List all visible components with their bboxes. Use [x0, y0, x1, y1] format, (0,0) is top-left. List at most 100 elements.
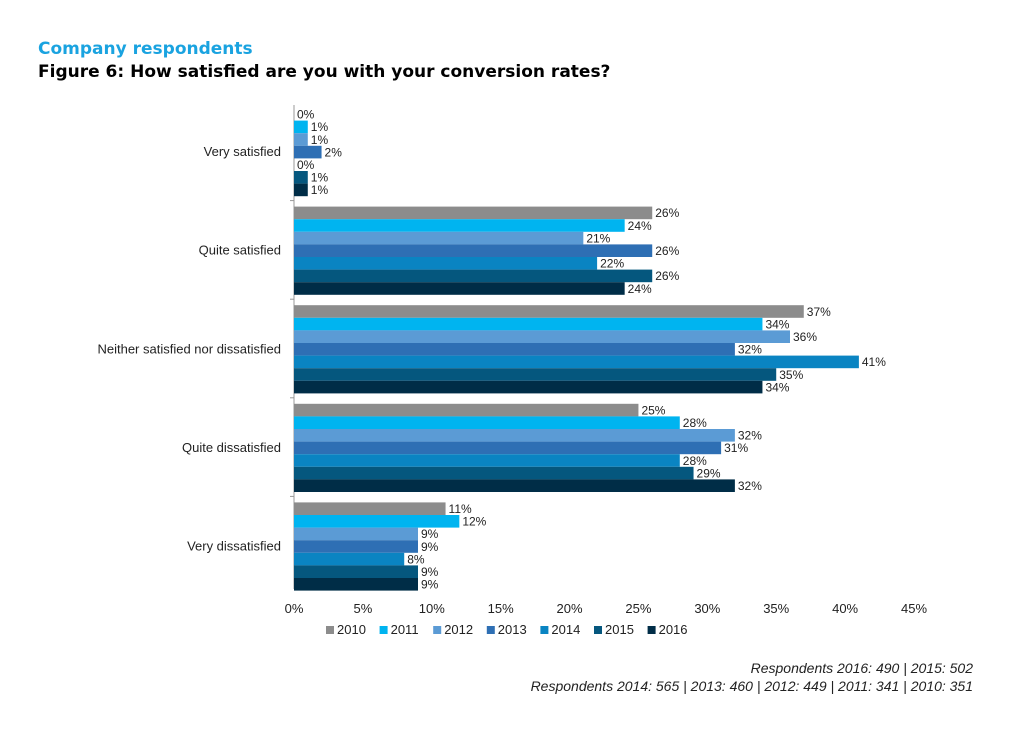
data-label-very-dissatisfied-2012: 9%: [421, 527, 439, 541]
data-label-bg: [859, 356, 885, 368]
data-label-bg: [460, 515, 486, 528]
x-tick-label: 35%: [763, 601, 789, 616]
bar-neither-satisfied-nor-dissatisfied-2016: [294, 380, 763, 394]
legend-swatch-2012: [433, 626, 442, 634]
legend-label-2011: 2011: [391, 622, 419, 637]
data-label-very-dissatisfied-2013: 9%: [421, 540, 439, 554]
data-label-bg: [722, 442, 748, 454]
legend-swatch-2016: [647, 626, 656, 634]
x-tick-label: 15%: [488, 601, 514, 616]
category-label-neither-satisfied-nor-dissatisfied: Neither satisfied nor dissatisfied: [97, 341, 281, 356]
data-label-quite-satisfied-2011: 24%: [628, 219, 652, 233]
data-label-bg: [639, 404, 665, 416]
data-label-bg: [763, 318, 789, 330]
data-label-bg: [680, 416, 706, 429]
data-label-very-dissatisfied-2011: 12%: [462, 515, 486, 529]
bar-quite-dissatisfied-2014: [294, 454, 680, 467]
data-label-very-dissatisfied-2014: 8%: [407, 552, 425, 566]
data-label-bg: [419, 528, 437, 540]
data-label-bg: [653, 207, 679, 219]
bar-quite-dissatisfied-2011: [294, 416, 680, 429]
bar-very-dissatisfied-2016: [294, 578, 418, 591]
bar-very-dissatisfied-2015: [294, 565, 418, 578]
data-label-bg: [419, 540, 437, 553]
data-label-very-dissatisfied-2015: 9%: [421, 565, 439, 579]
legend-swatch-2015: [594, 626, 602, 634]
data-label-bg: [680, 454, 706, 467]
data-label-bg: [308, 171, 327, 184]
bar-quite-dissatisfied-2010: [294, 403, 639, 417]
data-label-quite-satisfied-2013: 26%: [655, 244, 679, 258]
chart-title: Figure 6: How satisfied are you with you…: [38, 62, 611, 82]
data-label-quite-dissatisfied-2016: 32%: [738, 479, 762, 493]
data-label-very-satisfied-2010: 0%: [297, 108, 315, 122]
bar-quite-dissatisfied-2016: [294, 479, 735, 492]
data-label-bg: [308, 184, 327, 196]
data-label-bg: [791, 330, 816, 343]
legend-label-2014: 2014: [551, 622, 580, 637]
data-label-neither-satisfied-nor-dissatisfied-2016: 34%: [765, 380, 789, 394]
data-label-very-dissatisfied-2016: 9%: [421, 578, 439, 592]
bar-very-dissatisfied-2012: [294, 527, 418, 541]
data-label-bg: [777, 368, 803, 381]
bar-quite-dissatisfied-2013: [294, 441, 722, 455]
bar-quite-satisfied-2014: [294, 257, 598, 270]
category-label-quite-dissatisfied: Quite dissatisfied: [182, 440, 281, 455]
bar-neither-satisfied-nor-dissatisfied-2015: [294, 368, 777, 381]
legend-label-2015: 2015: [605, 622, 634, 637]
data-label-very-satisfied-2014: 0%: [297, 158, 315, 172]
bar-quite-satisfied-2016: [294, 282, 625, 295]
data-label-bg: [653, 244, 679, 257]
data-label-bg: [694, 467, 720, 479]
data-label-very-dissatisfied-2010: 11%: [449, 502, 472, 516]
data-label-bg: [735, 479, 761, 492]
bar-very-dissatisfied-2011: [294, 515, 460, 528]
data-label-bg: [804, 305, 830, 318]
data-label-quite-dissatisfied-2012: 32%: [738, 429, 762, 443]
x-tick-label: 10%: [419, 601, 445, 616]
category-label-quite-satisfied: Quite satisfied: [199, 243, 281, 258]
data-label-neither-satisfied-nor-dissatisfied-2010: 37%: [807, 305, 831, 319]
bar-neither-satisfied-nor-dissatisfied-2013: [294, 343, 735, 356]
x-tick-label: 5%: [353, 601, 372, 616]
data-label-bg: [625, 219, 651, 232]
data-label-quite-satisfied-2010: 26%: [655, 206, 679, 220]
data-label-bg: [598, 257, 624, 270]
data-label-bg: [653, 270, 679, 282]
data-label-very-satisfied-2015: 1%: [311, 171, 329, 185]
data-label-neither-satisfied-nor-dissatisfied-2015: 35%: [779, 368, 803, 382]
data-label-quite-satisfied-2015: 26%: [655, 269, 679, 283]
legend-swatch-2013: [486, 626, 495, 634]
data-label-bg: [308, 133, 327, 146]
data-label-quite-satisfied-2014: 22%: [600, 257, 624, 271]
title-block: Company respondents Figure 6: How satisf…: [38, 38, 610, 84]
bar-very-satisfied-2016: [294, 183, 308, 197]
data-label-neither-satisfied-nor-dissatisfied-2012: 36%: [793, 330, 817, 344]
chart-subtitle: Company respondents: [38, 39, 253, 59]
x-tick-label: 0%: [285, 601, 304, 616]
bar-quite-satisfied-2010: [294, 206, 653, 220]
data-label-very-satisfied-2016: 1%: [311, 183, 329, 197]
data-label-very-satisfied-2011: 1%: [311, 120, 329, 134]
bar-neither-satisfied-nor-dissatisfied-2014: [294, 355, 859, 369]
bar-very-dissatisfied-2013: [294, 540, 418, 553]
category-label-very-satisfied: Very satisfied: [204, 144, 281, 159]
legend-label-2010: 2010: [337, 622, 366, 637]
bar-very-satisfied-2013: [294, 145, 322, 159]
bar-quite-dissatisfied-2012: [294, 429, 735, 442]
data-label-bg: [405, 553, 424, 565]
data-label-quite-satisfied-2016: 24%: [628, 282, 652, 296]
legend-swatch-2014: [540, 626, 549, 634]
bar-very-satisfied-2011: [294, 120, 308, 134]
bar-very-dissatisfied-2010: [294, 502, 446, 515]
data-label-quite-dissatisfied-2014: 28%: [683, 454, 707, 468]
data-label-bg: [322, 146, 341, 158]
bar-quite-satisfied-2011: [294, 219, 625, 232]
legend-label-2012: 2012: [444, 622, 473, 637]
data-label-bg: [584, 232, 610, 244]
data-label-bg: [446, 502, 472, 515]
respondents-line-1: Respondents 2016: 490 | 2015: 502: [750, 660, 973, 676]
data-label-bg: [419, 565, 437, 578]
bar-very-satisfied-2015: [294, 171, 308, 184]
